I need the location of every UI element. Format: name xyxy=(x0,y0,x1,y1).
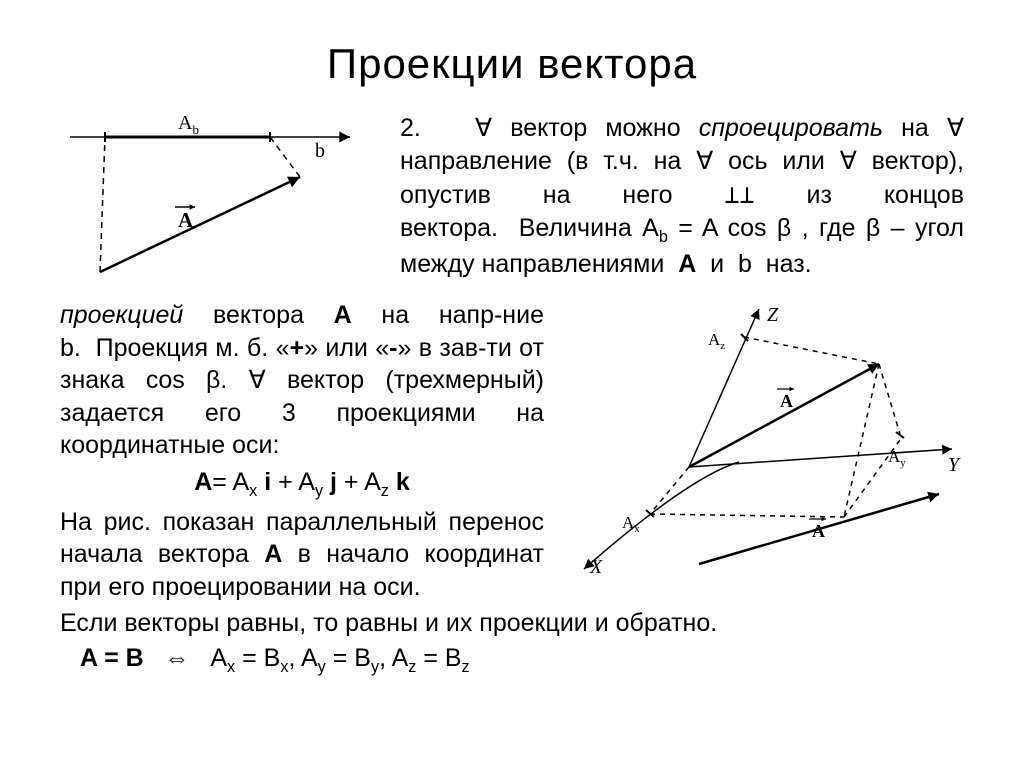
svg-text:A: A xyxy=(780,391,793,411)
svg-text:Ay: Ay xyxy=(888,447,906,469)
svg-text:A: A xyxy=(178,208,194,232)
formula-components: A= Ax i + Ay j + Az k xyxy=(60,466,544,502)
svg-text:Ax: Ax xyxy=(622,513,640,535)
row-2: проекцией вектора А на напр-ние b. Проек… xyxy=(60,299,964,603)
svg-text:A: A xyxy=(812,521,825,541)
figure-projection: Ab b A xyxy=(60,112,380,297)
formula-equality: A = B ⇔ Ax = Bx, Ay = By, Az = Bz xyxy=(80,644,964,677)
projection-diagram: Ab b A xyxy=(60,112,380,292)
figure-3d-axes: Z Y X Az Ay Ax A A xyxy=(564,299,964,603)
paragraph-2: проекцией вектора А на напр-ние b. Проек… xyxy=(60,299,544,462)
svg-text:Az: Az xyxy=(708,330,725,352)
slide: Проекции вектора Ab b A 2. ∀ вектор можно … xyxy=(0,0,1024,767)
svg-text:X: X xyxy=(589,556,603,578)
slide-title: Проекции вектора xyxy=(60,40,964,88)
svg-text:b: b xyxy=(315,140,325,162)
axes-diagram: Z Y X Az Ay Ax A A xyxy=(564,299,964,589)
svg-text:Z: Z xyxy=(767,304,779,326)
svg-text:Y: Y xyxy=(948,454,961,476)
paragraph-1: 2. ∀ вектор можно спроецировать на ∀ нап… xyxy=(400,112,964,297)
svg-text:Ab: Ab xyxy=(178,112,199,137)
bottom-paragraph: Если векторы равны, то равны и их проекц… xyxy=(60,607,964,640)
left-text-block: проекцией вектора А на напр-ние b. Проек… xyxy=(60,299,544,603)
row-1: Ab b A 2. ∀ вектор можно спроецировать на … xyxy=(60,112,964,297)
paragraph-3: На рис. показан параллельный перенос нач… xyxy=(60,506,544,604)
